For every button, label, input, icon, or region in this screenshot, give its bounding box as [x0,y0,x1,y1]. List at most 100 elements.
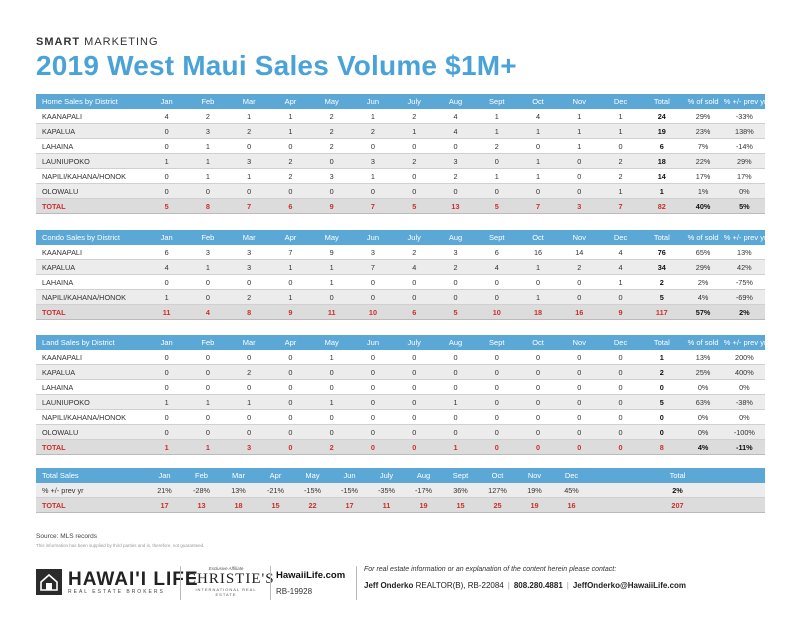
table-cell: 2 [434,168,477,184]
table-cell: 5 [641,394,683,410]
table-cell: 4 [146,259,188,275]
table-cell: 0 [476,364,518,380]
column-header: Dec [599,94,642,109]
contact-block: For real estate information or an explan… [364,566,687,590]
table-cell: 1 [599,274,642,290]
table-cell: 1 [517,123,559,139]
table-cell: -21% [257,483,294,498]
column-header: Jan [146,335,188,350]
table-cell: 76 [641,245,683,260]
table-cell: 2 [311,123,353,139]
table-cell: 2 [558,259,600,275]
total-cell: 15 [257,497,294,513]
table-header-row: Condo Sales by District Jan Feb Mar Apr May Ju… [36,230,765,245]
table-cell: 0 [187,409,229,425]
table-cell: 0 [269,274,312,290]
table-cell: 1 [393,123,435,139]
table-cell: 3 [311,168,353,184]
table-cell: 0 [434,274,477,290]
table-cell: 1 [228,168,270,184]
table-cell: 3 [187,245,229,260]
total-cell: 0 [558,439,600,455]
table-cell: 0 [641,379,683,395]
table-cell: 2 [393,153,435,169]
table-cell: 34 [641,259,683,275]
total-cell: 19 [405,497,442,513]
table-cell: 4 [599,245,642,260]
table-cell: 1 [352,109,394,124]
table-cell: 63% [682,394,724,410]
table-cell: 0 [228,350,270,365]
column-header: Home Sales by District [36,94,146,109]
table-cell: 0 [476,424,518,440]
total-row: TOTAL 1 1 3 0 2 0 0 1 0 0 0 0 8 4% -11% [36,439,765,455]
total-cell: 0 [269,439,312,455]
column-header: Dec [599,335,642,350]
table-cell: 4 [599,259,642,275]
table-cell: -15% [331,483,368,498]
table-cell: 0 [393,183,435,199]
table-cell: 7% [682,138,724,154]
column-header: Mar [228,94,270,109]
table-row: OLOWALU 0 0 0 0 0 0 0 0 0 0 0 1 1 1% 0% [36,183,765,199]
table-cell: 6 [476,245,518,260]
table-cell: 0 [641,424,683,440]
table-cell: 16 [517,245,559,260]
table-cell: 1 [187,153,229,169]
table-row: NAPILI/KAHANA/HONOK 1 0 2 1 0 0 0 0 0 1 0 0 5 4% -69% [36,289,765,305]
column-header: July [393,230,435,245]
table-cell: 1 [476,168,518,184]
column-header: % of sold [682,335,724,350]
table-cell: 0 [517,350,559,365]
column-header: May [311,230,353,245]
agent-phone[interactable]: 808.280.4881 [513,581,563,590]
table-cell: 0% [723,183,765,199]
table-cell: 7 [269,245,312,260]
table-cell: 0 [558,409,600,425]
district-name: OLOWALU [36,183,146,199]
table-cell: 7 [352,259,394,275]
table-cell: 1 [311,274,353,290]
table-cell: 0 [146,379,188,395]
house-icon [36,569,62,595]
table-cell: 1 [311,350,353,365]
table-cell: 2 [311,138,353,154]
agent-email[interactable]: JeffOnderko@HawaiiLife.com [572,581,687,590]
total-cell: 4% [682,439,724,455]
table-cell: 2 [434,259,477,275]
table-cell: 2 [311,109,353,124]
total-cell: 5 [393,198,435,214]
table-cell: -14% [723,138,765,154]
column-header: Oct [517,335,559,350]
agent-title: REALTOR(B), RB-22084 [415,581,504,590]
table-cell: 0 [476,379,518,395]
table-cell: 1 [558,109,600,124]
table-cell: 1 [434,394,477,410]
table-cell: 0 [187,424,229,440]
table-cell: 3 [434,153,477,169]
table-cell: 0 [269,364,312,380]
total-cell: 4 [187,304,229,320]
table-cell: 1 [517,153,559,169]
table-cell: 0 [269,379,312,395]
table-cell: 0 [146,350,188,365]
table-cell: 13% [220,483,257,498]
table-cell: 0 [393,379,435,395]
website-link[interactable]: HawaiiLife.com [276,570,346,581]
table-cell: 13% [723,245,765,260]
table-cell: 0 [599,394,642,410]
table-row: KAPALUA 0 3 2 1 2 2 1 4 1 1 1 1 19 23% 138% [36,123,765,139]
column-header: Aug [434,335,477,350]
total-row: TOTAL 11 4 8 9 11 10 6 5 10 18 16 9 117 57% 2% [36,304,765,320]
table-cell: 0 [434,183,477,199]
total-row: TOTAL 17 13 18 15 22 17 11 19 15 25 19 16 207 [36,497,765,513]
table-cell: 0 [311,153,353,169]
table-cell: 0 [269,138,312,154]
table-cell: 0 [558,364,600,380]
total-cell: 5 [434,304,477,320]
table-header-row: Home Sales by District Jan Feb Mar Apr May Jun… [36,94,765,109]
table-cell: 0 [558,424,600,440]
table-cell: 0 [393,138,435,154]
column-header: Apr [269,335,312,350]
disclaimer: This information has been supplied by th… [36,543,205,548]
